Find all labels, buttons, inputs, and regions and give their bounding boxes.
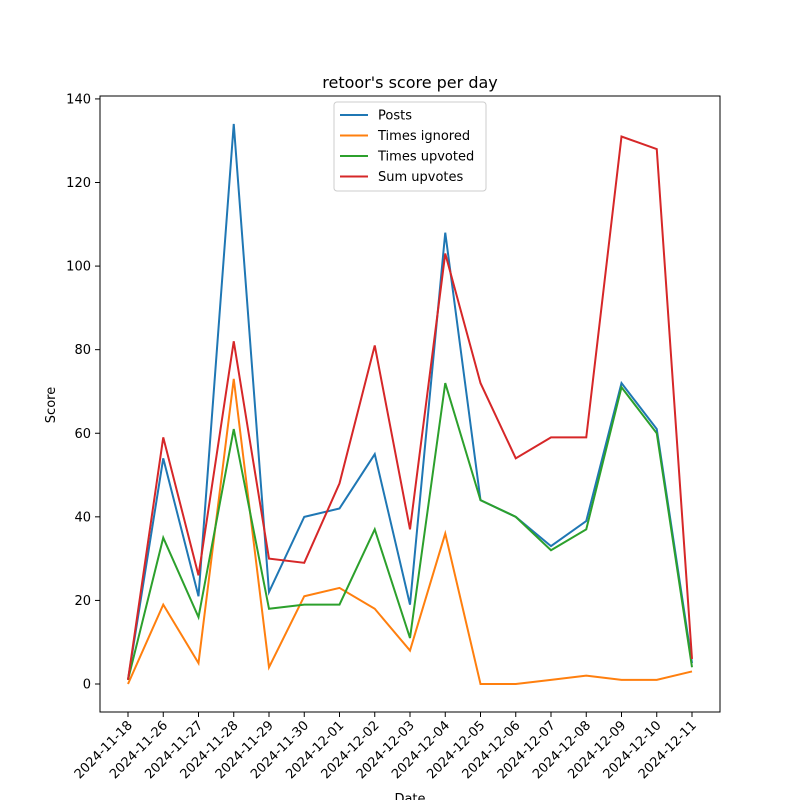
series-line-posts [127,123,693,680]
y-tick-label: 40 [74,510,91,525]
x-axis-label: Date [394,792,425,800]
series-line-sum-upvotes [127,135,693,680]
y-tick-label: 80 [74,343,91,358]
chart-title: retoor's score per day [322,73,498,92]
legend-label: Times upvoted [377,150,474,165]
series-lines [127,123,693,685]
y-axis: 0 20 40 60 80 100 120 140 [66,92,100,693]
y-tick-label: 0 [83,678,91,693]
series-line-times-upvoted [127,382,693,681]
y-tick-label: 20 [74,594,91,609]
series-line-times-ignored [127,378,693,685]
legend-box [333,101,487,192]
legend-label: Times ignored [377,129,470,144]
y-tick-label: 100 [66,260,91,275]
legend-label: Posts [378,109,412,124]
y-tick-label: 120 [66,176,91,191]
y-axis-label: Score [44,387,59,423]
legend: Posts Times ignored Times upvoted Sum upvot… [333,101,487,192]
y-tick-label: 140 [66,92,91,107]
legend-label: Sum upvotes [378,170,464,185]
y-tick-label: 60 [74,427,91,442]
